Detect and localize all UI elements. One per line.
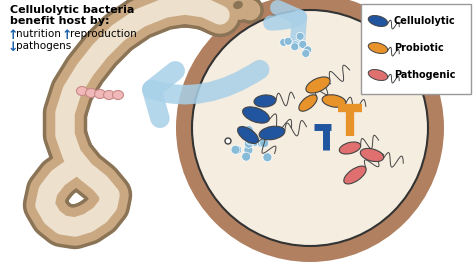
Ellipse shape	[263, 153, 272, 162]
Ellipse shape	[251, 137, 260, 146]
Text: ↑: ↑	[8, 29, 18, 42]
Ellipse shape	[280, 38, 288, 46]
Ellipse shape	[242, 152, 251, 161]
Ellipse shape	[368, 16, 388, 27]
Ellipse shape	[176, 0, 444, 262]
Ellipse shape	[76, 87, 88, 95]
Text: ↑: ↑	[62, 29, 73, 42]
FancyArrowPatch shape	[152, 69, 260, 118]
Text: Cellulolytic bacteria: Cellulolytic bacteria	[10, 5, 134, 15]
Ellipse shape	[299, 95, 317, 111]
Ellipse shape	[304, 46, 312, 54]
Ellipse shape	[233, 145, 242, 154]
Text: benefit host by:: benefit host by:	[10, 16, 109, 26]
Ellipse shape	[103, 90, 115, 99]
Ellipse shape	[291, 43, 299, 51]
Ellipse shape	[85, 89, 97, 98]
Ellipse shape	[259, 126, 285, 140]
Ellipse shape	[112, 90, 124, 99]
Ellipse shape	[368, 43, 388, 53]
Ellipse shape	[244, 139, 253, 148]
Ellipse shape	[243, 107, 269, 123]
Text: reproduction: reproduction	[70, 29, 137, 39]
Text: pathogens: pathogens	[16, 41, 71, 51]
Ellipse shape	[233, 1, 243, 9]
Ellipse shape	[94, 89, 106, 99]
Ellipse shape	[306, 77, 330, 93]
Ellipse shape	[260, 139, 269, 148]
Ellipse shape	[296, 32, 304, 40]
Ellipse shape	[247, 132, 256, 140]
Ellipse shape	[231, 145, 240, 154]
Ellipse shape	[244, 145, 253, 154]
Ellipse shape	[237, 127, 258, 143]
Ellipse shape	[299, 41, 307, 48]
Ellipse shape	[322, 95, 346, 107]
Ellipse shape	[284, 37, 292, 45]
FancyBboxPatch shape	[361, 4, 471, 94]
Ellipse shape	[302, 49, 310, 58]
Ellipse shape	[246, 136, 255, 145]
Ellipse shape	[344, 166, 366, 184]
Text: Cellulolytic: Cellulolytic	[394, 16, 456, 26]
FancyArrowPatch shape	[271, 8, 300, 41]
Ellipse shape	[245, 130, 254, 139]
Text: ↓: ↓	[8, 41, 18, 54]
Ellipse shape	[254, 95, 276, 107]
Ellipse shape	[257, 138, 266, 146]
Ellipse shape	[192, 10, 428, 246]
Ellipse shape	[257, 139, 266, 148]
Text: nutrition: nutrition	[16, 29, 61, 39]
Text: Probiotic: Probiotic	[394, 43, 444, 53]
Text: Pathogenic: Pathogenic	[394, 70, 456, 80]
Ellipse shape	[360, 148, 383, 161]
Ellipse shape	[225, 138, 231, 144]
Ellipse shape	[244, 126, 253, 135]
Ellipse shape	[368, 69, 388, 80]
Ellipse shape	[339, 142, 361, 154]
Ellipse shape	[291, 41, 299, 49]
